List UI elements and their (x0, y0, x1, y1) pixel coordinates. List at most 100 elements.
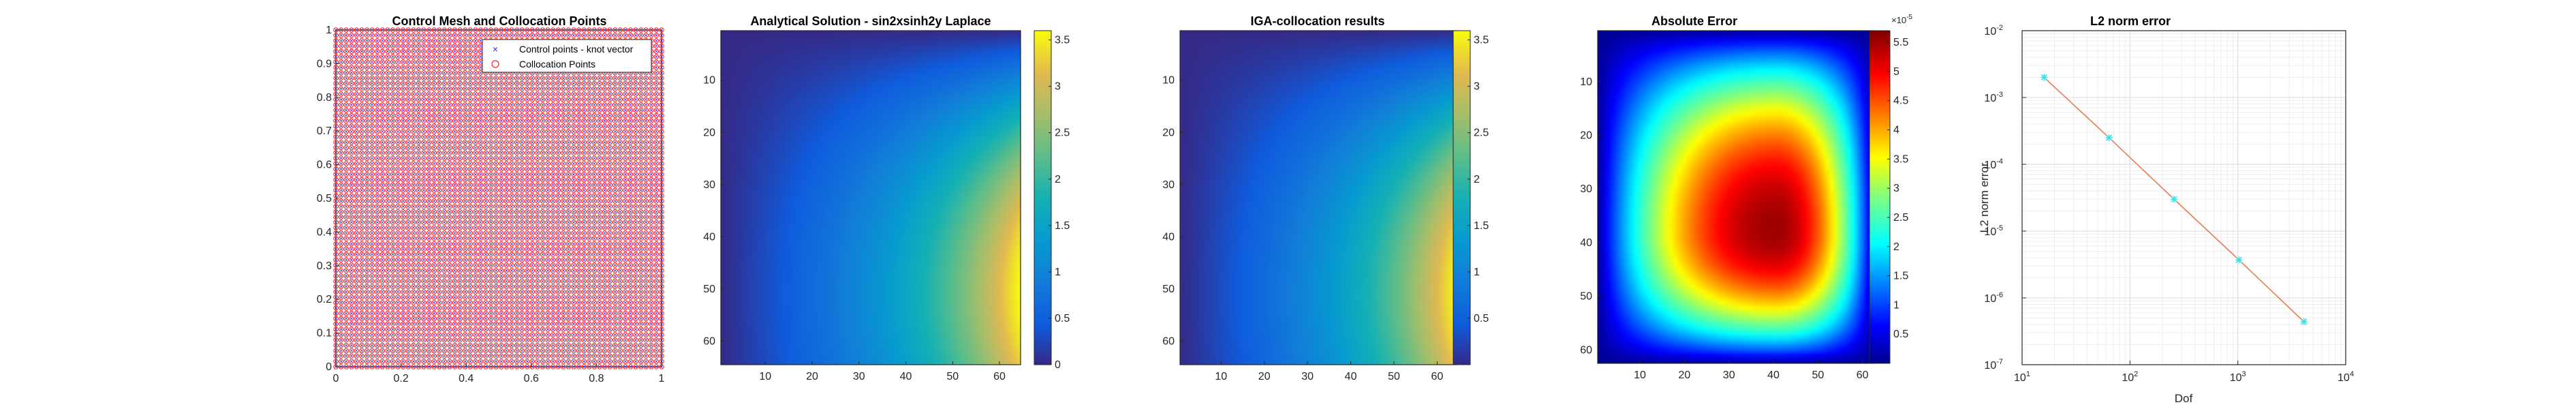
collocation-point (338, 337, 344, 343)
collocation-point (349, 262, 354, 268)
collocation-point (349, 289, 354, 294)
collocation-point (338, 241, 344, 247)
collocation-point (395, 118, 401, 124)
collocation-point (364, 230, 370, 236)
collocation-point (379, 289, 385, 294)
collocation-point (359, 262, 364, 268)
collocation-point (385, 70, 390, 76)
collocation-point (343, 182, 349, 188)
collocation-point (390, 300, 396, 305)
collocation-point (333, 353, 339, 359)
collocation-point (385, 123, 390, 129)
collocation-point (349, 118, 354, 124)
collocation-point (379, 198, 385, 204)
collocation-point (333, 155, 339, 161)
collocation-point (354, 262, 359, 268)
collocation-point (390, 145, 396, 151)
collocation-point (390, 278, 396, 284)
collocation-point (364, 161, 370, 166)
collocation-point (338, 97, 344, 102)
collocation-point (385, 107, 390, 113)
collocation-point (359, 177, 364, 183)
collocation-point (343, 70, 349, 76)
collocation-point (343, 225, 349, 230)
collocation-point (354, 161, 359, 166)
panel-mesh: Control Mesh and Collocation Points 0 0.2… (317, 14, 665, 384)
collocation-point (359, 182, 364, 188)
collocation-point (385, 241, 390, 247)
collocation-point (343, 134, 349, 140)
collocation-point (359, 204, 364, 209)
collocation-point (359, 70, 364, 76)
collocation-point (364, 294, 370, 300)
collocation-point (375, 353, 380, 359)
collocation-point (390, 246, 396, 252)
collocation-point (400, 107, 406, 113)
collocation-point (338, 150, 344, 156)
collocation-point (400, 172, 406, 177)
collocation-point (390, 209, 396, 215)
collocation-point (390, 310, 396, 316)
collocation-point (359, 214, 364, 220)
collocation-point (364, 310, 370, 316)
collocation-point (354, 305, 359, 311)
collocation-point (333, 118, 339, 124)
collocation-point (390, 214, 396, 220)
collocation-point (375, 177, 380, 183)
collocation-point (338, 252, 344, 257)
collocation-point (369, 284, 375, 290)
collocation-point (400, 65, 406, 70)
collocation-point (343, 236, 349, 241)
collocation-point (385, 278, 390, 284)
collocation-point (369, 209, 375, 215)
collocation-point (379, 241, 385, 247)
collocation-point (338, 140, 344, 145)
collocation-point (379, 86, 385, 92)
collocation-point (333, 225, 339, 230)
collocation-point (359, 219, 364, 225)
collocation-point (375, 97, 380, 102)
collocation-point (390, 230, 396, 236)
collocation-point (385, 97, 390, 102)
collocation-point (354, 134, 359, 140)
collocation-point (338, 342, 344, 348)
collocation-point (390, 150, 396, 156)
collocation-point (379, 155, 385, 161)
collocation-point (369, 364, 375, 369)
collocation-point (379, 230, 385, 236)
collocation-point (354, 214, 359, 220)
collocation-point (364, 112, 370, 119)
collocation-point (364, 134, 370, 140)
collocation-point (364, 305, 370, 311)
collocation-point (390, 91, 396, 97)
collocation-point (343, 161, 349, 166)
collocation-point (369, 342, 375, 348)
collocation-point (338, 359, 344, 364)
collocation-point (343, 327, 349, 332)
collocation-point (369, 193, 375, 198)
collocation-point (395, 305, 401, 311)
collocation-point (343, 359, 349, 364)
collocation-point (390, 204, 396, 209)
collocation-point (359, 43, 364, 49)
collocation-point (369, 166, 375, 172)
collocation-point (349, 198, 354, 204)
collocation-point (390, 262, 396, 268)
collocation-point (369, 75, 375, 81)
collocation-point (375, 65, 380, 70)
collocation-point (343, 187, 349, 193)
collocation-point (375, 342, 380, 348)
collocation-point (364, 342, 370, 348)
collocation-point (333, 236, 339, 241)
collocation-point (385, 305, 390, 311)
collocation-point (338, 257, 344, 262)
collocation-point (385, 198, 390, 204)
collocation-point (379, 327, 385, 332)
collocation-point (369, 225, 375, 230)
collocation-point (343, 364, 349, 369)
collocation-point (338, 54, 344, 59)
collocation-point (369, 273, 375, 279)
collocation-point (379, 294, 385, 300)
collocation-point (349, 145, 354, 151)
collocation-point (369, 332, 375, 337)
